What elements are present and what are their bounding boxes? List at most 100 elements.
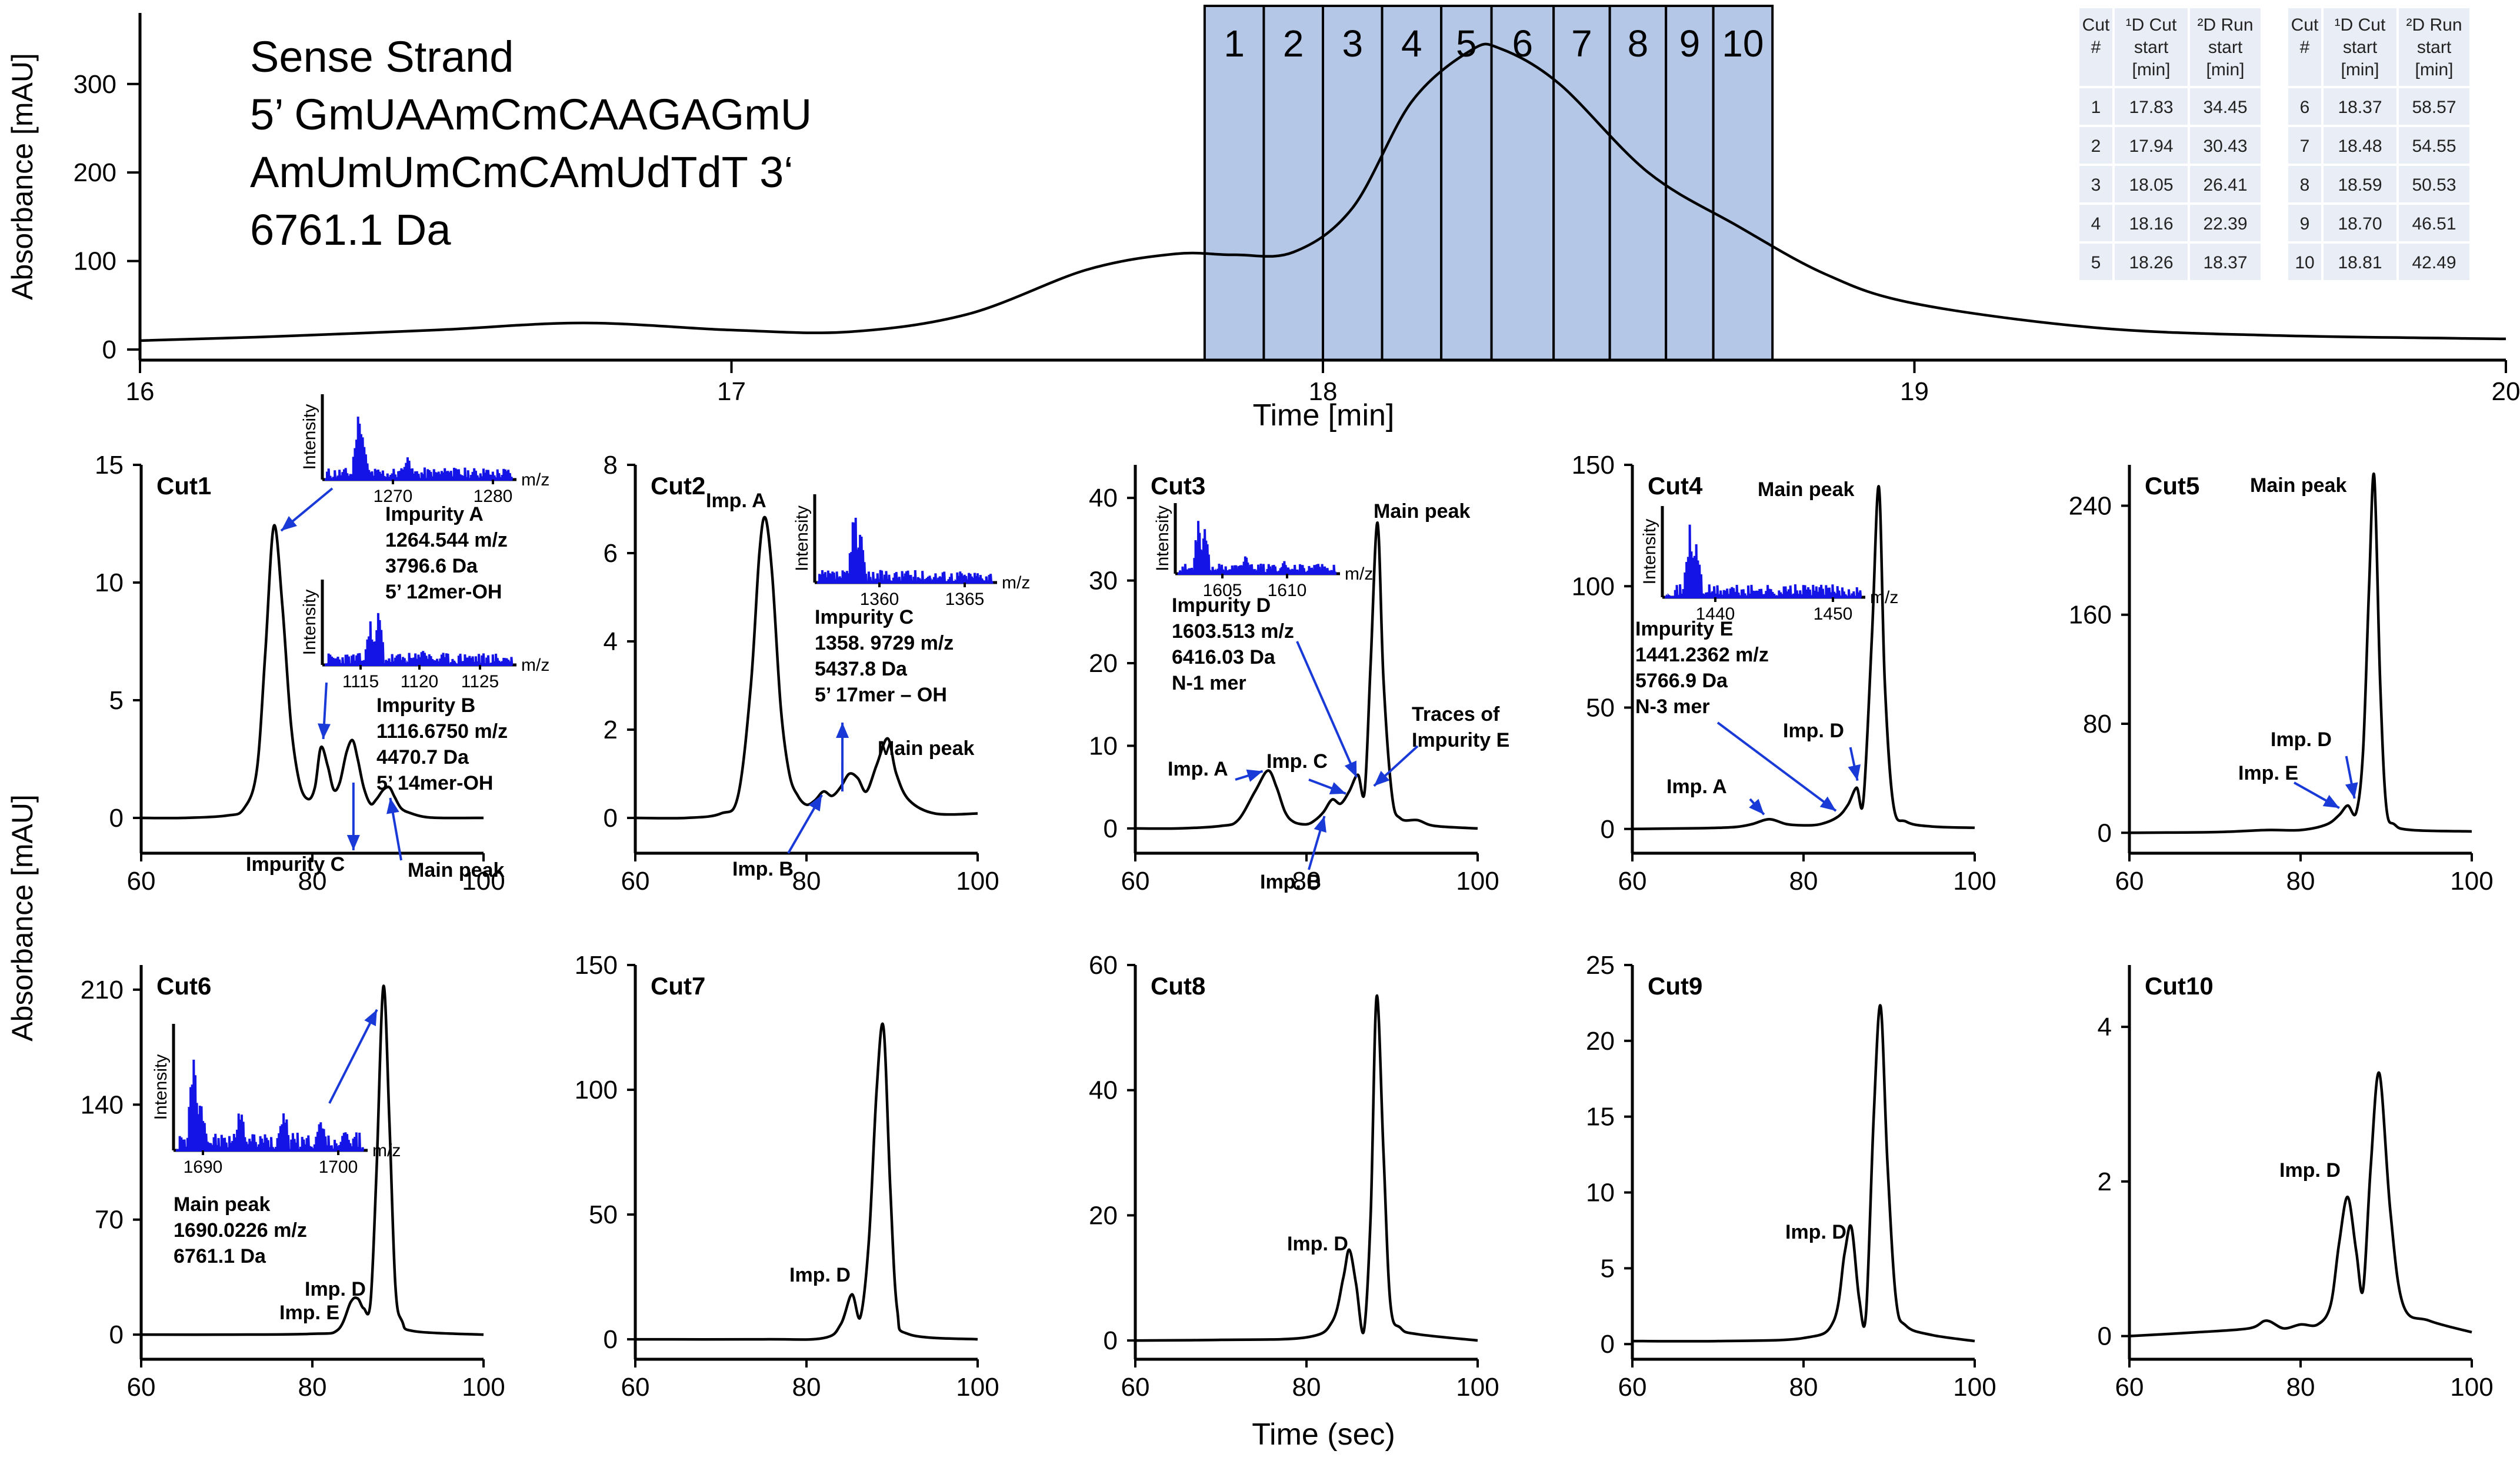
cut1-ytick-label-0: 0 xyxy=(109,804,124,833)
cut6-panel: 0 70 140 210 60 80 100 Cut6 xyxy=(81,965,505,1402)
cut1-ytick-label-5: 5 xyxy=(109,686,124,715)
cut2-ms-inset-xlabel: m/z xyxy=(1002,573,1030,593)
cut8-imp-d-label: Imp. D xyxy=(1287,1233,1348,1255)
cut5-xtick-label-100: 100 xyxy=(2450,867,2493,896)
cut1-ms-inset-1: Intensity 1270 1280 m/z xyxy=(300,394,549,506)
cut3-traces-impurity-e-label-line-1: Traces of xyxy=(1412,703,1500,726)
cut7-xtick-label-80: 80 xyxy=(792,1373,821,1402)
cut6-ms-inset-tick-label-1690: 1690 xyxy=(184,1157,223,1177)
cut2-arrow-imp-b xyxy=(787,794,823,854)
cut1-trace xyxy=(141,524,484,820)
cut1-impurity-b-label-line-4: 5’ 14mer-OH xyxy=(376,772,493,794)
cut4-title: Cut4 xyxy=(1648,472,1703,500)
cut4-ytick-label-50: 50 xyxy=(1586,694,1615,723)
cut-table-text-0-0: 1 xyxy=(2091,98,2101,117)
cut4-trace xyxy=(1632,485,1975,830)
cut2-arrow-impurity-c xyxy=(836,722,849,792)
cut4-imp-a-label-line-1: Imp. A xyxy=(1666,776,1727,798)
top-trace xyxy=(139,42,2506,342)
cut9-ytick-label-25: 25 xyxy=(1586,951,1615,980)
cut4-arrow-impurity-e-head xyxy=(1819,796,1836,811)
cut4-imp-a-label: Imp. A xyxy=(1666,776,1727,798)
cut-table-text-9-1: 18.81 xyxy=(2338,253,2382,272)
cut3-main-peak-label-line-1: Main peak xyxy=(1374,500,1470,523)
cut3-arrow-imp-b-head xyxy=(1314,816,1326,833)
cut9-ytick-label-20: 20 xyxy=(1586,1027,1615,1056)
cut5-imp-e-label: Imp. E xyxy=(2238,762,2298,784)
cut1-ms-inset-2: Intensity 1115 1120 1125 m/z xyxy=(300,580,549,691)
cut9-xtick-label-80: 80 xyxy=(1789,1373,1818,1402)
cut4-impurity-e-label-line-3: 5766.9 Da xyxy=(1635,670,1728,692)
cut8-ytick-label-40: 40 xyxy=(1089,1076,1118,1105)
cut7-xtick-label-100: 100 xyxy=(956,1373,999,1402)
cut6-main-peak-label-line-1: Main peak xyxy=(174,1193,270,1216)
cut10-title: Cut10 xyxy=(2145,972,2214,1000)
cut9-ytick-label-5: 5 xyxy=(1601,1254,1615,1283)
cut4-imp-d-label-line-1: Imp. D xyxy=(1783,720,1844,742)
cut4-ms-inset-xlabel: m/z xyxy=(1870,588,1898,607)
cut1-xtick-label-60: 60 xyxy=(127,867,156,896)
top-ytick-label-200: 200 xyxy=(74,158,116,187)
cut6-ms-inset-ylabel: Intensity xyxy=(151,1054,171,1120)
cut6-ms-inset-tick-label-1700: 1700 xyxy=(319,1157,358,1177)
cut-table-header-cell-0-0 xyxy=(2079,8,2112,86)
cut1-arrow-impurity-c-head xyxy=(346,835,360,850)
cut6-ytick-label-70: 70 xyxy=(95,1206,124,1235)
cut-table: Cut # ¹D Cut start [min] ²D Run start [min] 1 17.… xyxy=(2079,8,2469,280)
cut7-ytick-label-50: 50 xyxy=(589,1200,618,1229)
cut-table-text-7-1: 18.59 xyxy=(2338,175,2382,195)
top-ytick-label-0: 0 xyxy=(102,335,116,364)
top-y-axis-title: Absorbance [mAU] xyxy=(6,53,39,300)
cut2-ytick-label-0: 0 xyxy=(604,804,618,833)
cut8-imp-d-label-line-1: Imp. D xyxy=(1287,1233,1348,1255)
top-xtick-label-18: 18 xyxy=(1309,377,1338,406)
cut9-ytick-label-15: 15 xyxy=(1586,1103,1615,1132)
cut-table-text-1-2: 30.43 xyxy=(2203,137,2247,156)
cut9-trace xyxy=(1632,1004,1975,1343)
cut-table-text-5-1: 18.37 xyxy=(2338,98,2382,117)
cut1-ms-inset-2-tick-label-1115: 1115 xyxy=(342,672,379,691)
cut2-panel: 0 2 4 6 8 60 80 100 Cut2 xyxy=(604,451,999,896)
cut-band-label-3: 3 xyxy=(1342,22,1363,65)
cut-band-label-8: 8 xyxy=(1628,22,1649,65)
cut1-impurity-c-label-line-1: Impurity C xyxy=(246,853,345,876)
cut4-arrow-impurity-e-shaft xyxy=(1716,721,1837,812)
cut-table-cell-5-1 xyxy=(2324,88,2396,125)
cut7-trace xyxy=(635,1022,978,1341)
cut-band-label-1: 1 xyxy=(1224,22,1245,65)
cut-table-cell-6-1 xyxy=(2324,127,2396,164)
cut9-ytick-label-10: 10 xyxy=(1586,1179,1615,1207)
cut5-ytick-label-160: 160 xyxy=(2069,601,2112,630)
cut4-ms-inset: Intensity 1440 1450 m/z xyxy=(1640,506,1898,624)
cut2-ms-inset-tick-label-1360: 1360 xyxy=(860,590,899,609)
cut4-arrow-imp-a-head xyxy=(1749,798,1764,815)
cut-table-cell-1-2 xyxy=(2190,127,2261,164)
cut-table-header-1-1-0: ¹D Cut xyxy=(2335,15,2386,35)
cut-table-text-9-2: 42.49 xyxy=(2412,253,2456,272)
cut1-ms-inset-2-spectrum xyxy=(325,613,514,666)
cut-table-cell-9-1 xyxy=(2324,244,2396,280)
cut1-impurity-b-label: Impurity B 1116.6750 m/z 4470.7 Da 5’ 14mer… xyxy=(376,694,508,794)
cut2-ytick-label-8: 8 xyxy=(604,451,618,480)
cut3-ms-inset-xlabel: m/z xyxy=(1345,564,1373,584)
cut-table-cell-9-2 xyxy=(2399,244,2469,280)
cut6-arrow-main-peak xyxy=(328,1009,378,1104)
cut6-ytick-label-210: 210 xyxy=(81,976,124,1004)
cut4-impurity-e-label-line-2: 1441.2362 m/z xyxy=(1635,644,1769,666)
cut-table-text-7-2: 50.53 xyxy=(2412,175,2456,195)
cut10-xtick-label-100: 100 xyxy=(2450,1373,2493,1402)
cut4-ytick-label-100: 100 xyxy=(1572,572,1615,601)
cut1-impurity-b-label-line-1: Impurity B xyxy=(376,694,475,717)
top-xtick-label-17: 17 xyxy=(717,377,746,406)
cut1-arrow-impurity-a-head xyxy=(281,515,297,531)
cut5-main-peak-label: Main peak xyxy=(2250,474,2346,497)
cut-table-text-1-1: 17.94 xyxy=(2129,137,2173,156)
cut9-panel: 0 5 10 15 20 25 60 80 100 Cut9 xyxy=(1586,951,1996,1402)
cut-band-label-2: 2 xyxy=(1283,22,1304,65)
cut9-xtick-label-60: 60 xyxy=(1618,1373,1647,1402)
cut-table-header-cell-0-1 xyxy=(2115,8,2188,86)
cut1-main-peak-label: Main peak xyxy=(408,859,504,881)
cut8-xtick-label-100: 100 xyxy=(1456,1373,1499,1402)
cut3-imp-a-label: Imp. A xyxy=(1168,758,1228,780)
cut-table-text-7-0: 8 xyxy=(2300,175,2310,195)
